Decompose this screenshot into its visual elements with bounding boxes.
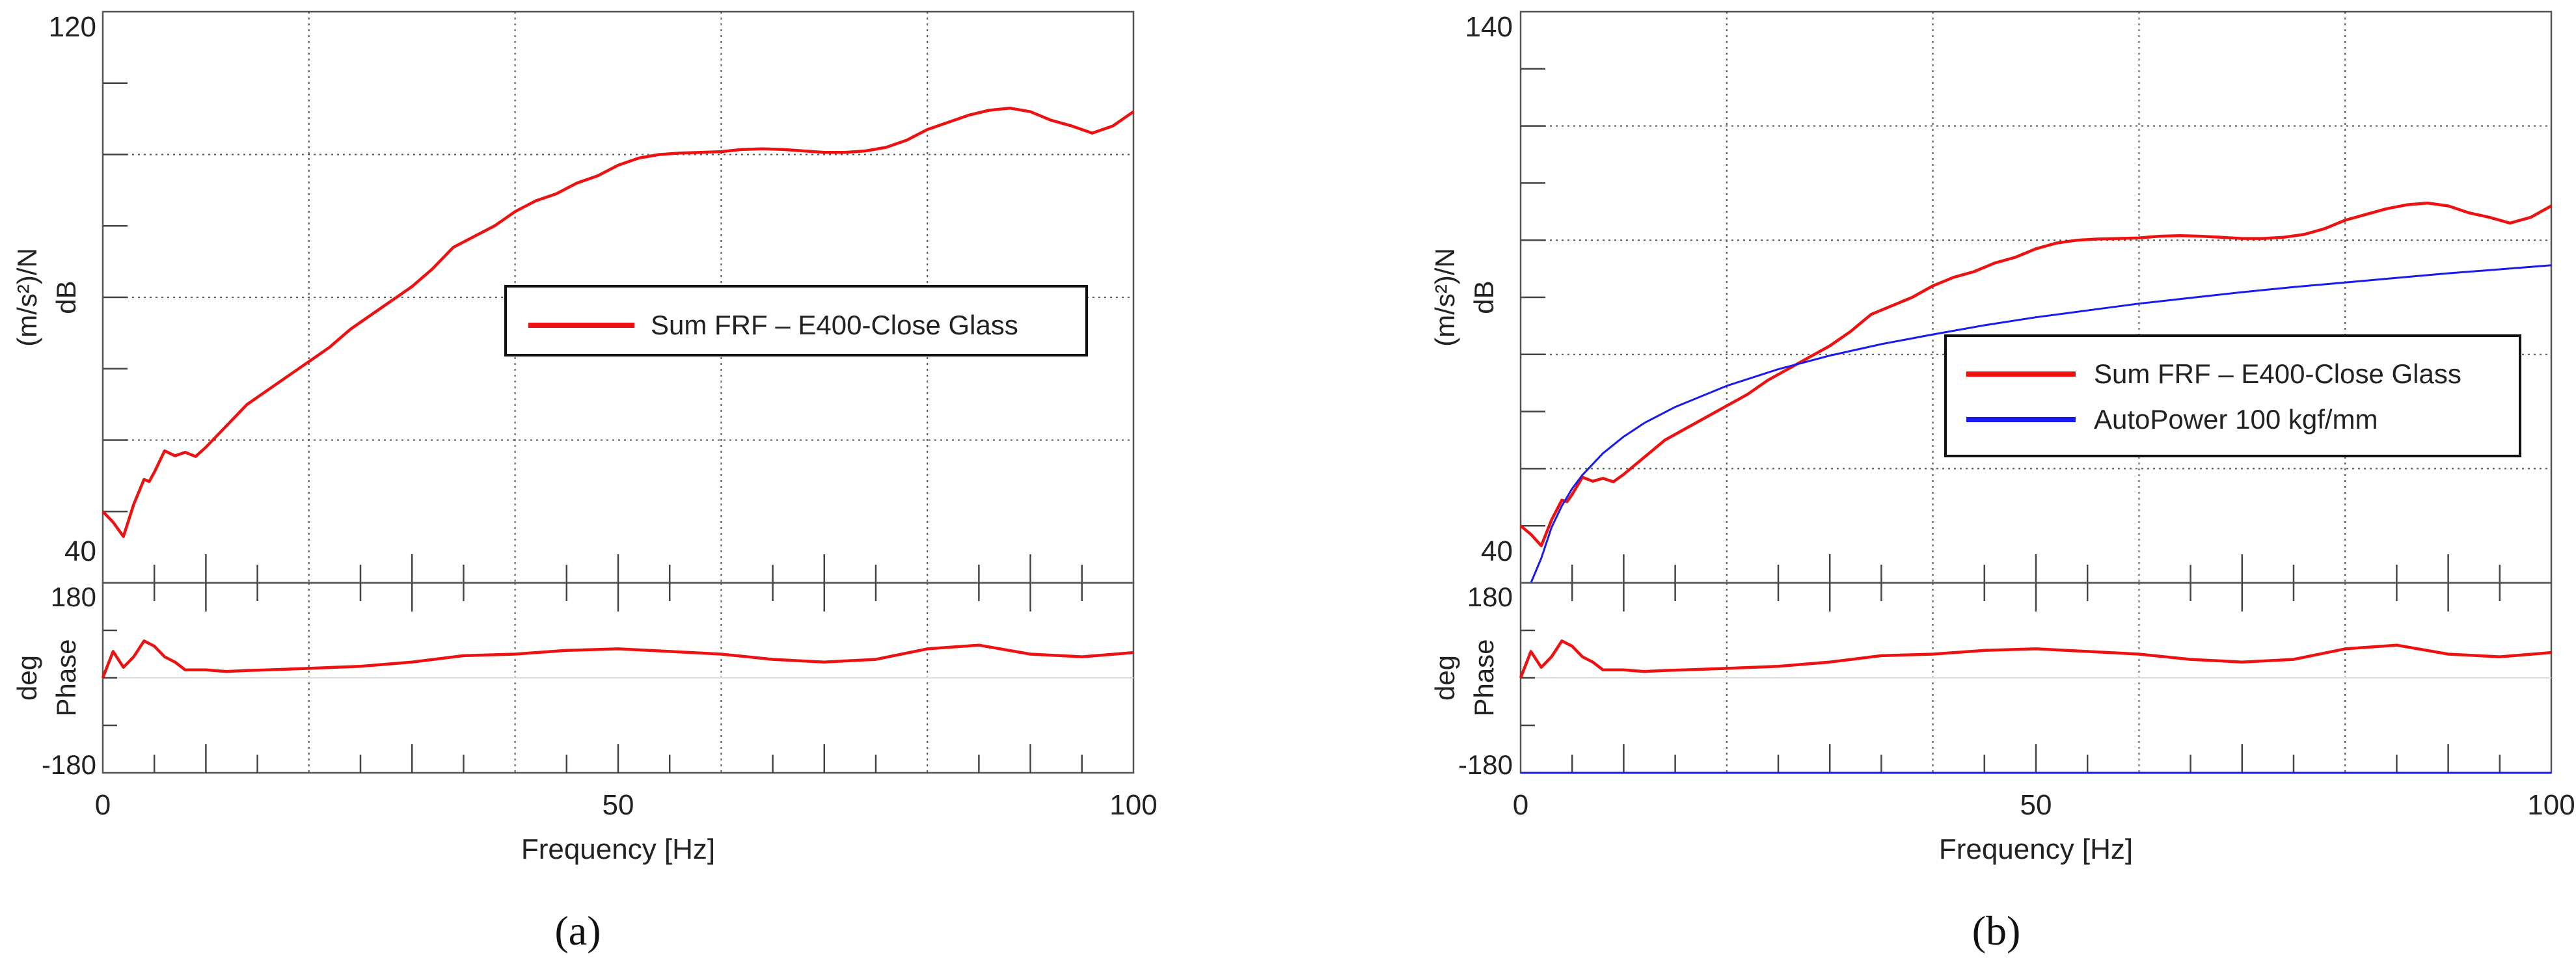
phase-series-line-b-0 bbox=[1519, 639, 2552, 679]
phase-grid-b bbox=[1521, 583, 2551, 773]
legend-b: Sum FRF – E400-Close Glass AutoPower 100… bbox=[1944, 334, 2521, 457]
x-tick-label-a-2: 100 bbox=[1109, 789, 1157, 821]
x-axis-title-b: Frequency [Hz] bbox=[1939, 833, 2133, 865]
phase-yticks-a bbox=[103, 629, 117, 727]
phase-xticks-b bbox=[1571, 583, 2501, 773]
magnitude-yticks-a bbox=[103, 82, 128, 513]
magnitude-xticks-b bbox=[1571, 554, 2501, 583]
phase-plot-a: 180 -180 deg Phase bbox=[12, 582, 1135, 780]
panel-b: 140 40 (m/s²)/N dB Sum FRF – E400-Close … bbox=[1430, 10, 2575, 954]
panel-a: 120 40 (m/s²)/N dB Sum FRF – E400-Close … bbox=[12, 10, 1158, 954]
phase-ylabel-unit-a: deg bbox=[12, 655, 42, 701]
magnitude-ylabel-unit-b: (m/s²)/N bbox=[1430, 248, 1460, 347]
magnitude-xticks-a bbox=[153, 554, 1083, 583]
magnitude-ylabel-unit-a: (m/s²)/N bbox=[12, 248, 42, 347]
legend-a: Sum FRF – E400-Close Glass bbox=[504, 285, 1088, 356]
magnitude-yticks-b bbox=[1521, 68, 1545, 527]
x-tick-label-a-1: 50 bbox=[603, 789, 634, 821]
magnitude-ymax-label-b: 140 bbox=[1465, 11, 1513, 43]
legend-box-b bbox=[1944, 334, 2521, 457]
x-tick-label-b-1: 50 bbox=[2020, 789, 2052, 821]
phase-ymin-label-b: -180 bbox=[1458, 749, 1513, 780]
magnitude-ymin-label-a: 40 bbox=[64, 535, 96, 567]
x-tick-label-b-2: 100 bbox=[2527, 789, 2575, 821]
legend-label-b-1: AutoPower 100 kgf/mm bbox=[2094, 404, 2378, 435]
magnitude-series-line-a-0 bbox=[102, 106, 1135, 538]
magnitude-series-line-b-0 bbox=[1519, 201, 2553, 548]
x-axis-a: 0 50 100 Frequency [Hz] bbox=[95, 789, 1158, 865]
phase-ylabel-unit-b: deg bbox=[1430, 655, 1460, 701]
phase-ylabel-name-b: Phase bbox=[1469, 639, 1499, 716]
x-tick-label-a-0: 0 bbox=[95, 789, 111, 821]
phase-series-b bbox=[1519, 639, 2552, 774]
phase-xticks-a bbox=[153, 583, 1083, 773]
x-axis-b: 0 50 100 Frequency [Hz] bbox=[1513, 789, 2575, 865]
panel-label-a: (a) bbox=[554, 908, 601, 954]
legend-label-a-0: Sum FRF – E400-Close Glass bbox=[651, 310, 1018, 340]
legend-box-a bbox=[504, 285, 1088, 356]
magnitude-ylabel-scale-a: dB bbox=[51, 280, 81, 314]
panel-label-b: (b) bbox=[1972, 908, 2021, 954]
magnitude-ymax-label-a: 120 bbox=[49, 11, 96, 43]
phase-series-line-a-0 bbox=[101, 639, 1134, 679]
phase-ymin-label-a: -180 bbox=[42, 749, 96, 780]
legend-label-b-0: Sum FRF – E400-Close Glass bbox=[2094, 358, 2461, 389]
x-tick-label-b-0: 0 bbox=[1513, 789, 1528, 821]
phase-plot-b: 180 -180 deg Phase bbox=[1430, 582, 2553, 780]
magnitude-plot-b: 140 40 (m/s²)/N dB Sum FRF – E400-Close … bbox=[1430, 10, 2553, 584]
magnitude-frame-b bbox=[1519, 10, 2553, 584]
magnitude-series-b bbox=[1519, 201, 2553, 584]
magnitude-ymin-label-b: 40 bbox=[1481, 535, 1513, 567]
phase-grid-a bbox=[103, 583, 1133, 773]
magnitude-series-a bbox=[102, 106, 1135, 538]
magnitude-grid-b bbox=[1521, 12, 2551, 583]
phase-yticks-b bbox=[1521, 629, 1535, 727]
x-axis-title-a: Frequency [Hz] bbox=[521, 833, 715, 865]
magnitude-series-line-b-1 bbox=[1530, 264, 2552, 584]
magnitude-ylabel-scale-b: dB bbox=[1469, 280, 1499, 314]
phase-ylabel-name-a: Phase bbox=[51, 639, 81, 716]
phase-ymax-label-a: 180 bbox=[51, 582, 96, 612]
magnitude-plot-a: 120 40 (m/s²)/N dB Sum FRF – E400-Close … bbox=[12, 10, 1135, 584]
phase-series-a bbox=[101, 639, 1134, 679]
phase-ymax-label-b: 180 bbox=[1467, 582, 1513, 612]
